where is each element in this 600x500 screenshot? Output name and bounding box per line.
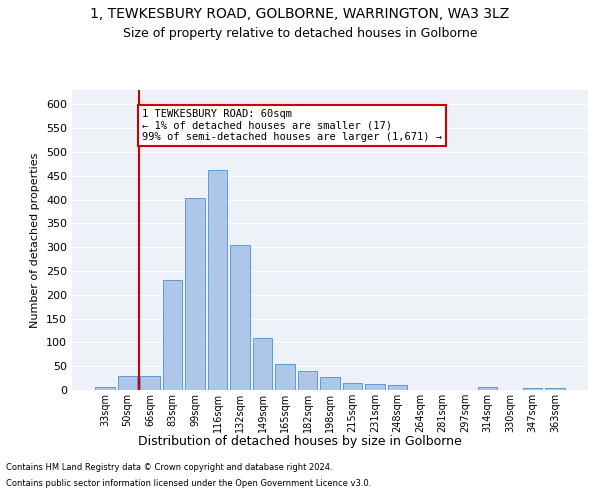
Text: Size of property relative to detached houses in Golborne: Size of property relative to detached ho…: [123, 28, 477, 40]
Text: Contains HM Land Registry data © Crown copyright and database right 2024.: Contains HM Land Registry data © Crown c…: [6, 464, 332, 472]
Bar: [140, 376, 160, 390]
Bar: [320, 377, 340, 390]
Bar: [523, 388, 542, 390]
Text: 1, TEWKESBURY ROAD, GOLBORNE, WARRINGTON, WA3 3LZ: 1, TEWKESBURY ROAD, GOLBORNE, WARRINGTON…: [91, 8, 509, 22]
Bar: [253, 338, 272, 390]
Text: Distribution of detached houses by size in Golborne: Distribution of detached houses by size …: [138, 435, 462, 448]
Y-axis label: Number of detached properties: Number of detached properties: [31, 152, 40, 328]
Bar: [478, 386, 497, 390]
Bar: [208, 170, 227, 390]
Bar: [185, 198, 205, 390]
Bar: [298, 371, 317, 390]
Bar: [365, 384, 385, 390]
Bar: [545, 388, 565, 390]
Bar: [118, 376, 137, 390]
Bar: [275, 364, 295, 390]
Bar: [95, 386, 115, 390]
Bar: [163, 280, 182, 390]
Bar: [230, 245, 250, 390]
Bar: [343, 383, 362, 390]
Text: 1 TEWKESBURY ROAD: 60sqm
← 1% of detached houses are smaller (17)
99% of semi-de: 1 TEWKESBURY ROAD: 60sqm ← 1% of detache…: [142, 109, 442, 142]
Bar: [388, 385, 407, 390]
Text: Contains public sector information licensed under the Open Government Licence v3: Contains public sector information licen…: [6, 478, 371, 488]
